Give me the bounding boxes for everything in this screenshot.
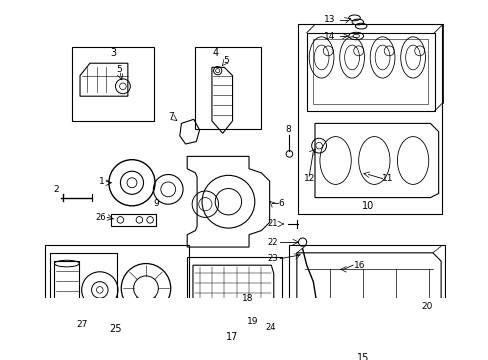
- Text: 14: 14: [324, 32, 335, 41]
- Text: 3: 3: [110, 48, 116, 58]
- Text: 26: 26: [95, 213, 105, 222]
- Bar: [298, 24, 441, 214]
- Text: 1: 1: [99, 177, 104, 186]
- Text: 25: 25: [109, 324, 122, 334]
- Text: 27: 27: [77, 320, 88, 329]
- Text: 24: 24: [265, 323, 276, 332]
- Text: 7: 7: [167, 112, 173, 121]
- Text: 5: 5: [117, 65, 122, 74]
- Text: 19: 19: [247, 317, 258, 326]
- Text: 17: 17: [226, 332, 238, 342]
- Text: 12: 12: [303, 174, 314, 183]
- Text: 4: 4: [213, 48, 219, 58]
- Text: 21: 21: [267, 220, 277, 229]
- Text: 11: 11: [381, 174, 392, 183]
- Text: 22: 22: [267, 238, 277, 247]
- Text: 16: 16: [353, 261, 365, 270]
- Bar: [187, 257, 282, 346]
- Bar: [44, 244, 188, 337]
- Text: 8: 8: [285, 125, 291, 134]
- Bar: [288, 244, 445, 360]
- Text: 15: 15: [356, 352, 368, 360]
- Text: 9: 9: [154, 199, 159, 208]
- Text: 10: 10: [362, 201, 374, 211]
- Text: 20: 20: [421, 302, 432, 311]
- Text: 13: 13: [324, 15, 335, 24]
- Text: 6: 6: [277, 199, 283, 208]
- Text: 5: 5: [223, 56, 228, 65]
- Bar: [72, 47, 154, 121]
- Text: 23: 23: [267, 254, 277, 263]
- Text: 18: 18: [242, 294, 253, 303]
- Bar: [195, 47, 261, 129]
- Text: 2: 2: [54, 185, 60, 194]
- Bar: [49, 253, 117, 331]
